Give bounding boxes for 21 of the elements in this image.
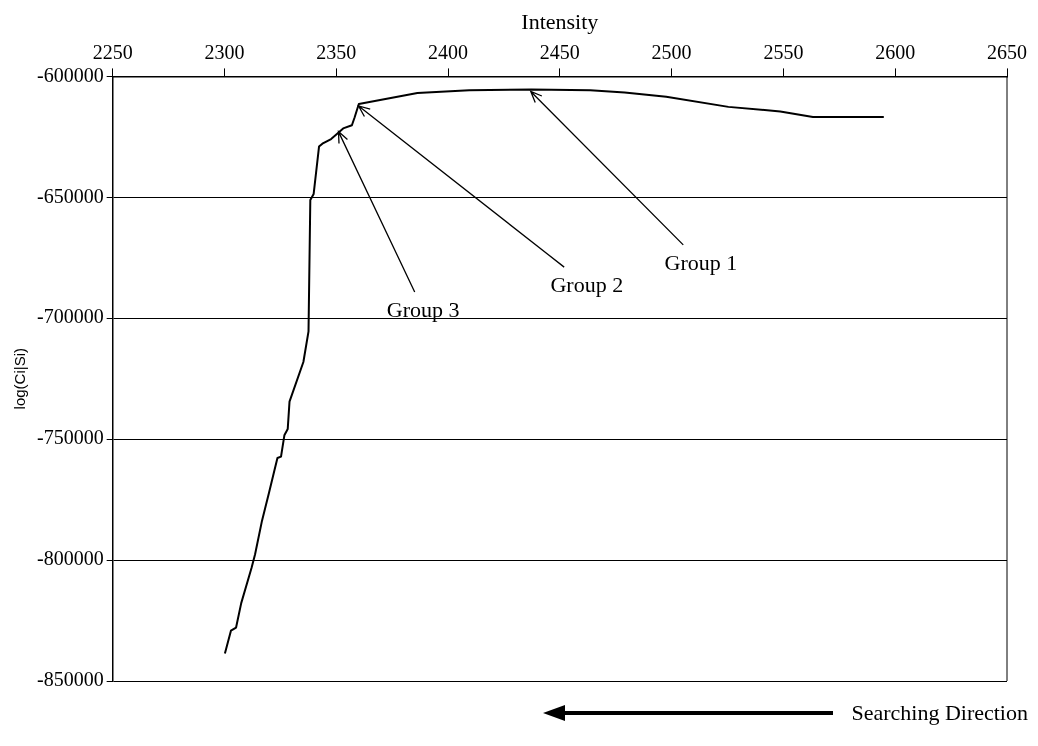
x-tick-label: 2350: [316, 40, 357, 63]
y-tick-label: -700000: [36, 305, 104, 328]
x-tick-label: 2450: [539, 40, 580, 63]
x-tick-label: 2650: [987, 40, 1027, 63]
x-tick-label: 2250: [92, 40, 133, 63]
x-tick-label: 2400: [428, 40, 469, 63]
annotation: Group 3: [386, 296, 460, 323]
annotation: Group 1: [664, 249, 738, 276]
y-axis-title: log(Ci|Si): [11, 347, 29, 410]
x-axis-title: Intensity: [521, 8, 599, 34]
x-tick-label: 2550: [763, 40, 804, 63]
text: Searching Direction: [851, 700, 1028, 726]
y-tick-label: -600000: [36, 63, 104, 86]
annotation: Group 2: [550, 272, 624, 299]
y-tick-label: -800000: [36, 547, 104, 570]
x-tick-label: 2300: [204, 40, 245, 63]
y-tick-label: -750000: [36, 426, 104, 449]
y-tick-label: -850000: [36, 668, 104, 691]
y-tick-label: -650000: [36, 184, 104, 207]
x-tick-label: 2600: [875, 40, 916, 63]
x-tick-label: 2500: [651, 40, 692, 63]
